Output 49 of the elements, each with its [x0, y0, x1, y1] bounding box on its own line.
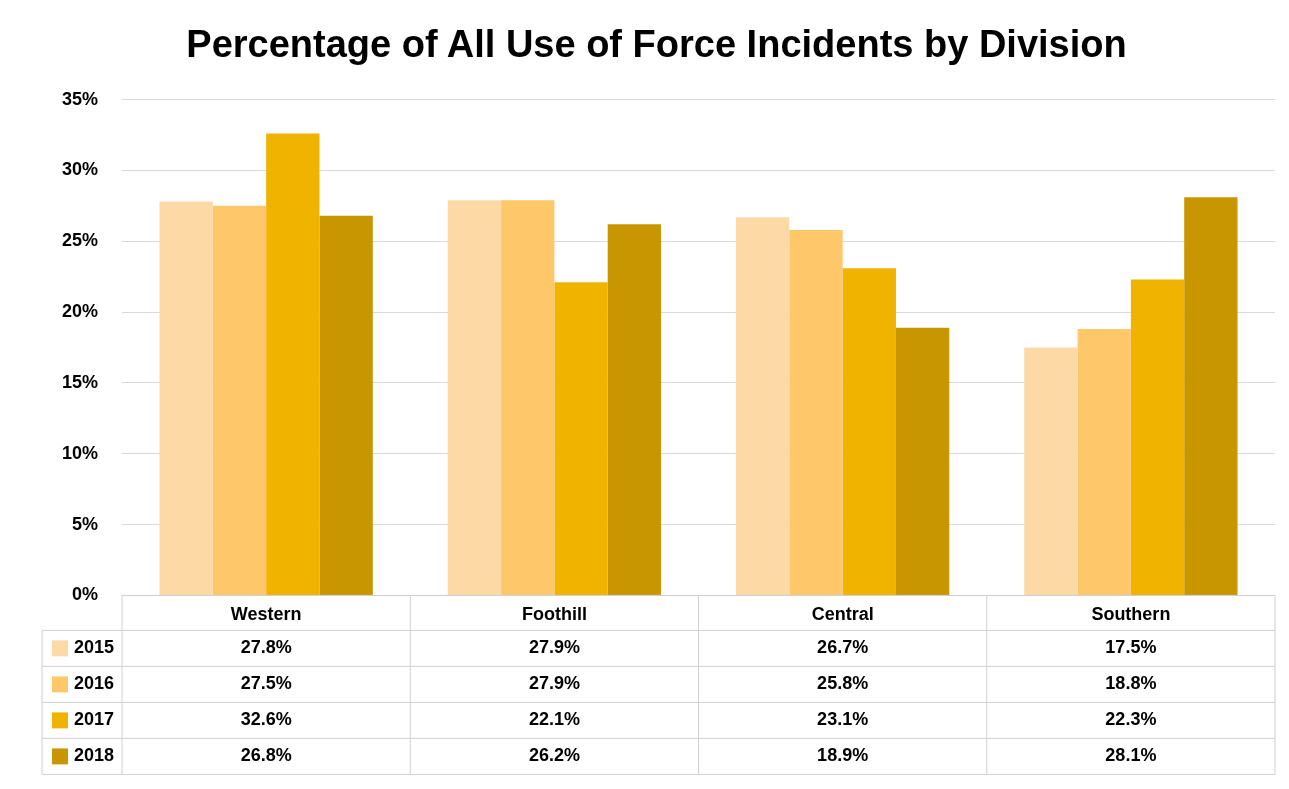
y-tick-label: 25%: [62, 230, 99, 251]
bar: [1130, 279, 1185, 595]
legend-label: 2017: [74, 709, 115, 730]
bar: [501, 200, 555, 595]
data-label: 27.9%: [528, 637, 580, 658]
chart-title: Percentage of All Use of Force Incidents by Division: [186, 23, 1127, 66]
y-tick-label: 0%: [72, 584, 99, 605]
data-label: 18.9%: [817, 745, 869, 766]
data-label: 25.8%: [817, 673, 869, 694]
bar: [266, 133, 320, 595]
data-label: 22.3%: [1105, 709, 1157, 730]
data-label: 23.1%: [817, 709, 869, 730]
data-label: 26.2%: [528, 745, 580, 766]
data-label: 27.8%: [240, 637, 292, 658]
y-tick-label: 15%: [62, 371, 99, 392]
legend-label: 2018: [74, 745, 115, 766]
y-tick-label: 10%: [62, 442, 99, 463]
data-label: 22.1%: [528, 709, 580, 730]
bar: [789, 229, 843, 595]
y-tick-label: 20%: [62, 301, 99, 322]
data-label: 28.1%: [1105, 745, 1157, 766]
data-label: 26.7%: [817, 637, 869, 658]
data-label: 27.5%: [240, 673, 292, 694]
bar: [319, 215, 373, 595]
bar: [842, 268, 896, 595]
bar: [1024, 347, 1078, 595]
data-label: 18.8%: [1105, 673, 1157, 694]
x-tick-label: Western: [230, 604, 302, 625]
bar: [159, 201, 213, 595]
bar: [447, 200, 502, 595]
data-label: 32.6%: [240, 709, 292, 730]
data-label: 27.9%: [528, 673, 580, 694]
bar: [1077, 329, 1131, 595]
bar: [607, 224, 662, 595]
x-tick-label: Central: [811, 604, 874, 625]
y-tick-label: 5%: [72, 513, 99, 534]
legend-label: 2015: [74, 637, 115, 658]
bar: [735, 217, 790, 595]
y-tick-label: 35%: [62, 88, 99, 109]
legend-label: 2016: [74, 673, 115, 694]
data-label: 17.5%: [1105, 637, 1157, 658]
bar: [212, 205, 267, 595]
bar: [1184, 197, 1238, 595]
bar: [554, 282, 608, 595]
data-label: 26.8%: [240, 745, 292, 766]
x-tick-label: Southern: [1091, 604, 1171, 625]
y-tick-label: 30%: [62, 159, 99, 180]
bar: [895, 327, 950, 595]
x-tick-label: Foothill: [521, 604, 587, 625]
